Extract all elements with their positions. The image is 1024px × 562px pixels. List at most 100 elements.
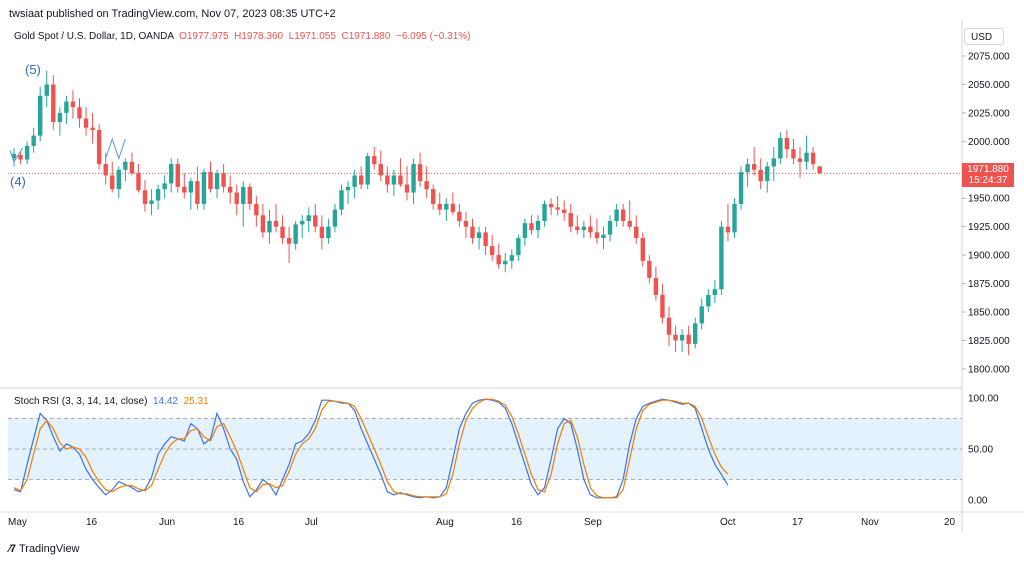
candle — [548, 198, 554, 216]
candle-body — [496, 255, 501, 265]
candle-body — [431, 189, 436, 204]
candle — [385, 166, 390, 193]
candle-body — [175, 164, 180, 187]
bar-countdown: 15:24:37 — [968, 175, 1008, 186]
candle-body — [267, 220, 272, 233]
candle-body — [516, 238, 521, 256]
candle — [797, 147, 803, 178]
candle-body — [522, 223, 528, 239]
candle-body — [810, 152, 816, 165]
candle-body — [398, 175, 403, 185]
candle-body — [103, 164, 108, 176]
candle-body — [378, 164, 383, 176]
candle-body — [489, 246, 495, 256]
candle-body — [575, 226, 580, 231]
candle-body — [260, 215, 266, 233]
price-tick-label: 2000.000 — [968, 137, 1010, 148]
candle-body — [679, 334, 685, 341]
candle — [784, 129, 790, 159]
candle — [817, 166, 822, 175]
candle-body — [457, 211, 462, 221]
candle-body — [607, 220, 613, 235]
candle — [483, 226, 488, 256]
wave-4-label: (4) — [10, 174, 26, 189]
candle-body — [542, 203, 547, 221]
candle — [535, 215, 541, 239]
candle-body — [535, 220, 541, 231]
candle — [404, 166, 410, 201]
price-tick-label: 1925.000 — [968, 222, 1010, 233]
candle — [293, 220, 298, 250]
candle — [568, 203, 573, 233]
price-tick-label: 2050.000 — [968, 80, 1010, 91]
candle — [260, 203, 266, 239]
footer: ⁄7 TradingView — [9, 543, 80, 555]
candle-body — [182, 186, 187, 193]
candle-body — [195, 181, 200, 204]
candle-body — [372, 156, 377, 165]
candle-body — [411, 164, 416, 193]
candle-body — [345, 186, 351, 191]
candle — [444, 198, 449, 221]
candle-body — [83, 118, 89, 128]
candle — [437, 192, 442, 216]
candle-body — [90, 127, 95, 130]
candle-body — [247, 186, 252, 204]
candle — [660, 283, 665, 324]
candle — [332, 203, 338, 233]
candle — [51, 75, 56, 130]
stoch-rsi-legend: Stoch RSI (3, 3, 14, 14, close) 14.42 25… — [14, 396, 209, 407]
candle-body — [653, 277, 659, 295]
candle-body — [293, 224, 298, 244]
candle — [758, 158, 763, 190]
candle-body — [581, 226, 587, 231]
candle-body — [96, 129, 102, 165]
candle — [201, 168, 207, 210]
time-tick-label: Sep — [584, 517, 602, 528]
candle — [300, 215, 305, 239]
legend-change: −6.095 (−0.31%) — [395, 31, 471, 42]
candle — [280, 215, 285, 244]
candle-body — [673, 334, 678, 341]
candle-body — [503, 260, 508, 265]
currency-button[interactable]: USD — [964, 28, 1004, 45]
candle — [693, 317, 698, 349]
candle-body — [620, 209, 626, 221]
candle-body — [123, 161, 128, 170]
candle — [601, 226, 606, 250]
candle-body — [64, 101, 69, 113]
time-tick-label: Nov — [861, 517, 879, 528]
candle-body — [666, 317, 672, 335]
candle-body — [483, 232, 488, 247]
stoch-rsi-d-value: 25.31 — [183, 396, 209, 407]
last-price-tag: 1971.880 15:24:37 — [962, 163, 1014, 187]
candle — [358, 166, 364, 190]
candle-body — [221, 173, 226, 187]
candle-body — [509, 255, 514, 261]
candle-body — [594, 232, 600, 239]
candle — [620, 203, 626, 227]
candle — [470, 218, 475, 244]
candle-body — [77, 107, 82, 119]
candle-body — [712, 289, 718, 295]
candle — [791, 139, 796, 165]
candle — [496, 243, 501, 269]
candle-body — [817, 166, 822, 174]
candle-body — [116, 169, 121, 190]
wave-5-label: (5) — [25, 62, 41, 77]
candle — [647, 255, 652, 284]
candle-body — [706, 294, 711, 307]
candle-body — [110, 175, 115, 190]
candle-body — [44, 84, 49, 96]
candle-body — [719, 226, 724, 290]
candle — [562, 200, 567, 221]
candle-body — [227, 186, 233, 193]
candle-body — [142, 190, 148, 204]
candle-body — [404, 184, 410, 193]
candle — [155, 184, 161, 210]
time-tick-label: 16 — [233, 517, 245, 528]
candle — [581, 220, 587, 239]
price-tick-label: 1875.000 — [968, 279, 1010, 290]
candle-body — [214, 173, 220, 190]
